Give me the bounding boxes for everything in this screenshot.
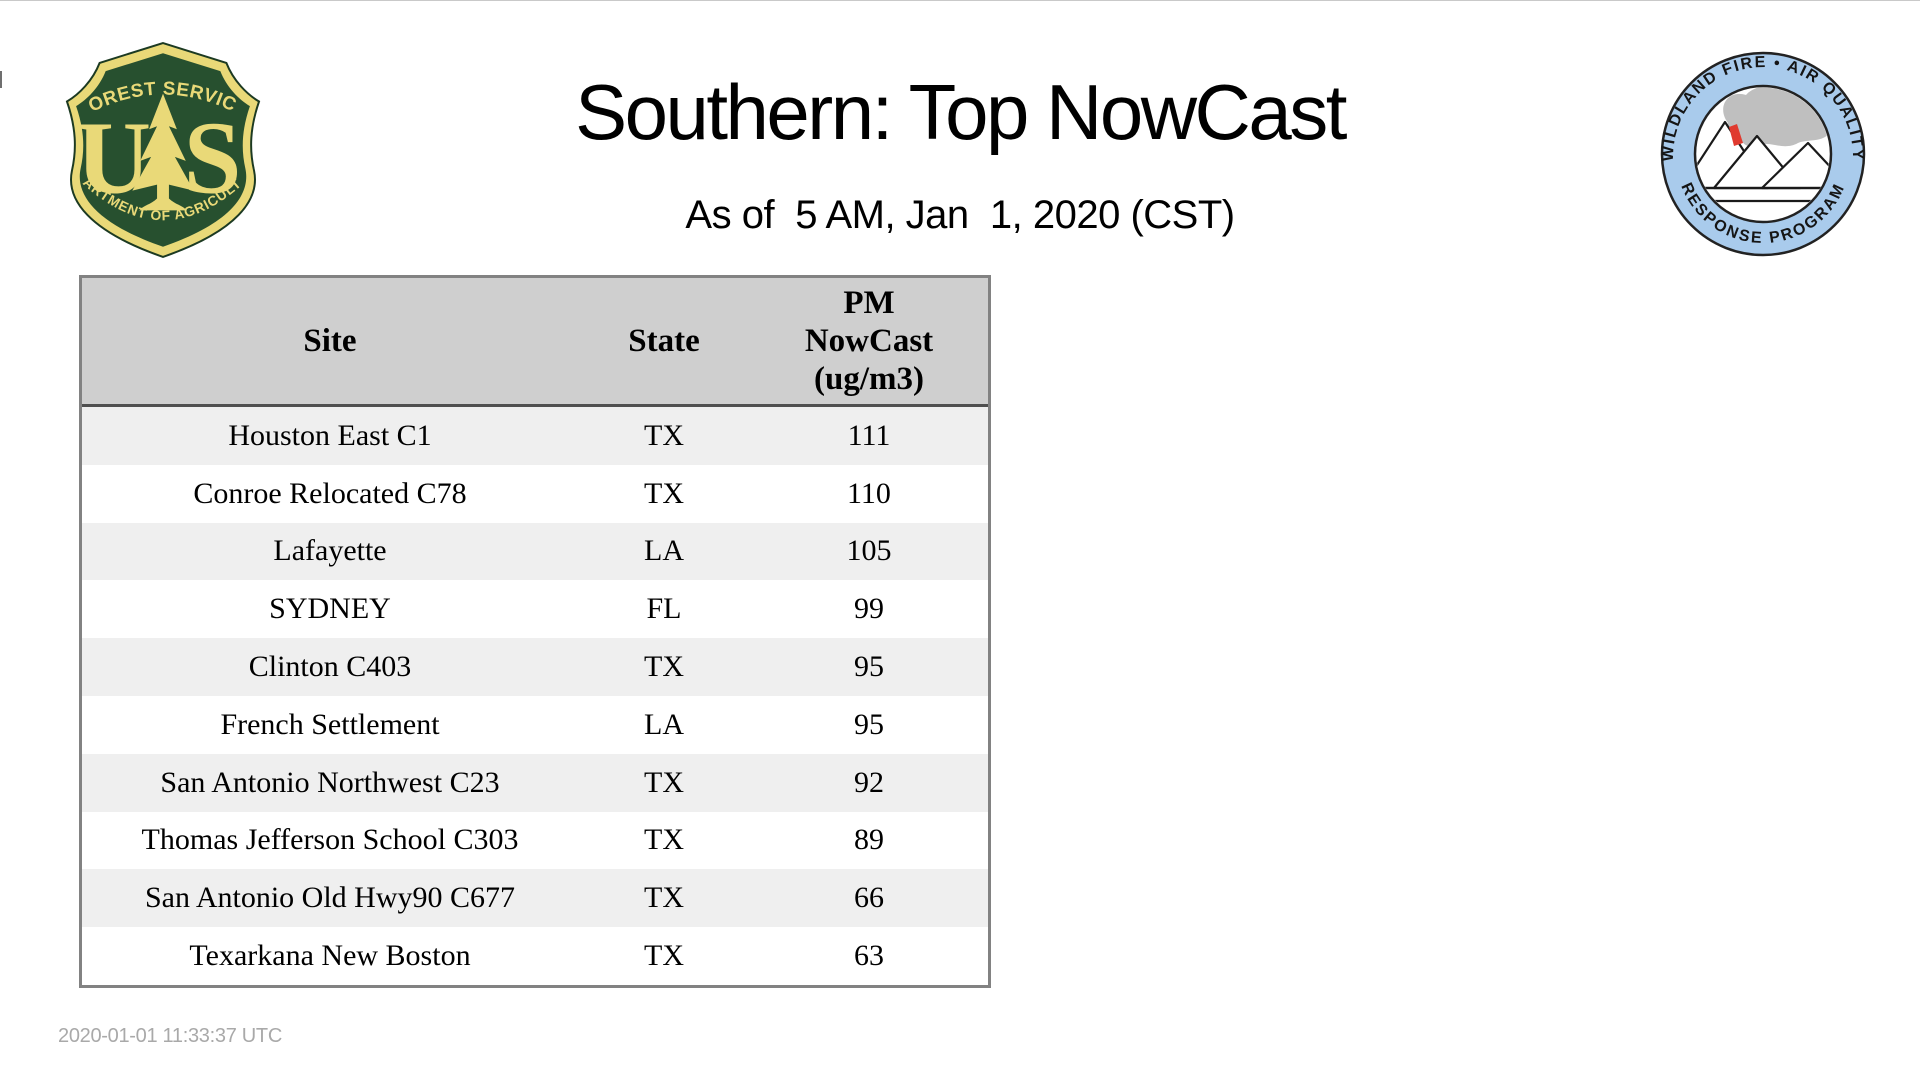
column-header-state: State xyxy=(628,322,700,359)
table-row: Lafayette LA 105 xyxy=(82,522,988,581)
cell-pm-value: 105 xyxy=(846,534,892,568)
cell-site: Thomas Jefferson School C303 xyxy=(141,823,519,857)
cell-state: TX xyxy=(644,418,684,452)
cell-state: TX xyxy=(644,476,684,510)
cell-pm-value: 95 xyxy=(854,707,884,741)
table-header: Site State PM NowCast (ug/m3) xyxy=(82,278,988,407)
cell-pm-value: 95 xyxy=(854,650,884,684)
page-subtitle: As of 5 AM, Jan 1, 2020 (CST) xyxy=(685,193,1235,237)
cell-state: LA xyxy=(644,534,684,568)
column-header-site: Site xyxy=(303,322,357,359)
cell-site: Clinton C403 xyxy=(248,650,412,684)
cell-pm-value: 92 xyxy=(854,765,884,799)
table-body: Houston East C1 TX 111 Conroe Relocated … xyxy=(82,407,988,985)
forest-service-logo: FOREST SERVICE U S DEPARTMENT OF AGRICUL… xyxy=(64,39,261,258)
wildland-fire-air-quality-logo: WILDLAND FIRE • AIR QUALITY RESPONSE PRO… xyxy=(1660,51,1866,257)
table-row: SYDNEY FL 99 xyxy=(82,580,988,639)
cell-site: San Antonio Old Hwy90 C677 xyxy=(144,881,516,915)
table-row: Houston East C1 TX 111 xyxy=(82,407,988,465)
table-row: Conroe Relocated C78 TX 110 xyxy=(82,464,988,523)
column-header-pm-nowcast: PM NowCast (ug/m3) xyxy=(804,285,934,397)
cell-pm-value: 63 xyxy=(854,939,884,973)
cell-pm-value: 66 xyxy=(854,881,884,915)
pine-tree-icon xyxy=(132,93,194,211)
cell-state: TX xyxy=(644,881,684,915)
us-monogram-u: U xyxy=(76,101,151,216)
us-monogram-s: S xyxy=(184,101,242,216)
table-row: Clinton C403 TX 95 xyxy=(82,638,988,696)
cell-state: LA xyxy=(644,707,684,741)
table-row: French Settlement LA 95 xyxy=(82,695,988,754)
nowcast-table: Site State PM NowCast (ug/m3) Houston Ea… xyxy=(79,275,991,988)
cell-site: SYDNEY xyxy=(269,592,391,626)
cell-state: TX xyxy=(644,650,684,684)
cell-site: San Antonio Northwest C23 xyxy=(160,765,500,799)
cell-site: Lafayette xyxy=(273,534,387,568)
cell-site: Texarkana New Boston xyxy=(189,939,471,973)
footer-timestamp: 2020-01-01 11:33:37 UTC xyxy=(58,1025,282,1047)
cell-pm-value: 89 xyxy=(854,823,884,857)
table-row: Thomas Jefferson School C303 TX 89 xyxy=(82,811,988,870)
table-row: Texarkana New Boston TX 63 xyxy=(82,927,988,985)
cell-state: TX xyxy=(644,765,684,799)
cell-state: FL xyxy=(646,592,682,626)
cell-state: TX xyxy=(644,823,684,857)
flame-mark xyxy=(1729,124,1743,146)
cell-pm-value: 110 xyxy=(847,476,891,510)
cell-site: French Settlement xyxy=(220,707,440,741)
page-title: Southern: Top NowCast xyxy=(575,68,1347,156)
cell-pm-value: 111 xyxy=(847,418,891,452)
left-edge-artifact xyxy=(0,71,2,88)
table-row: San Antonio Old Hwy90 C677 TX 66 xyxy=(82,869,988,928)
cell-pm-value: 99 xyxy=(854,592,884,626)
cell-site: Houston East C1 xyxy=(228,418,432,452)
cell-site: Conroe Relocated C78 xyxy=(193,476,467,510)
table-row: San Antonio Northwest C23 TX 92 xyxy=(82,753,988,812)
cell-state: TX xyxy=(644,939,684,973)
